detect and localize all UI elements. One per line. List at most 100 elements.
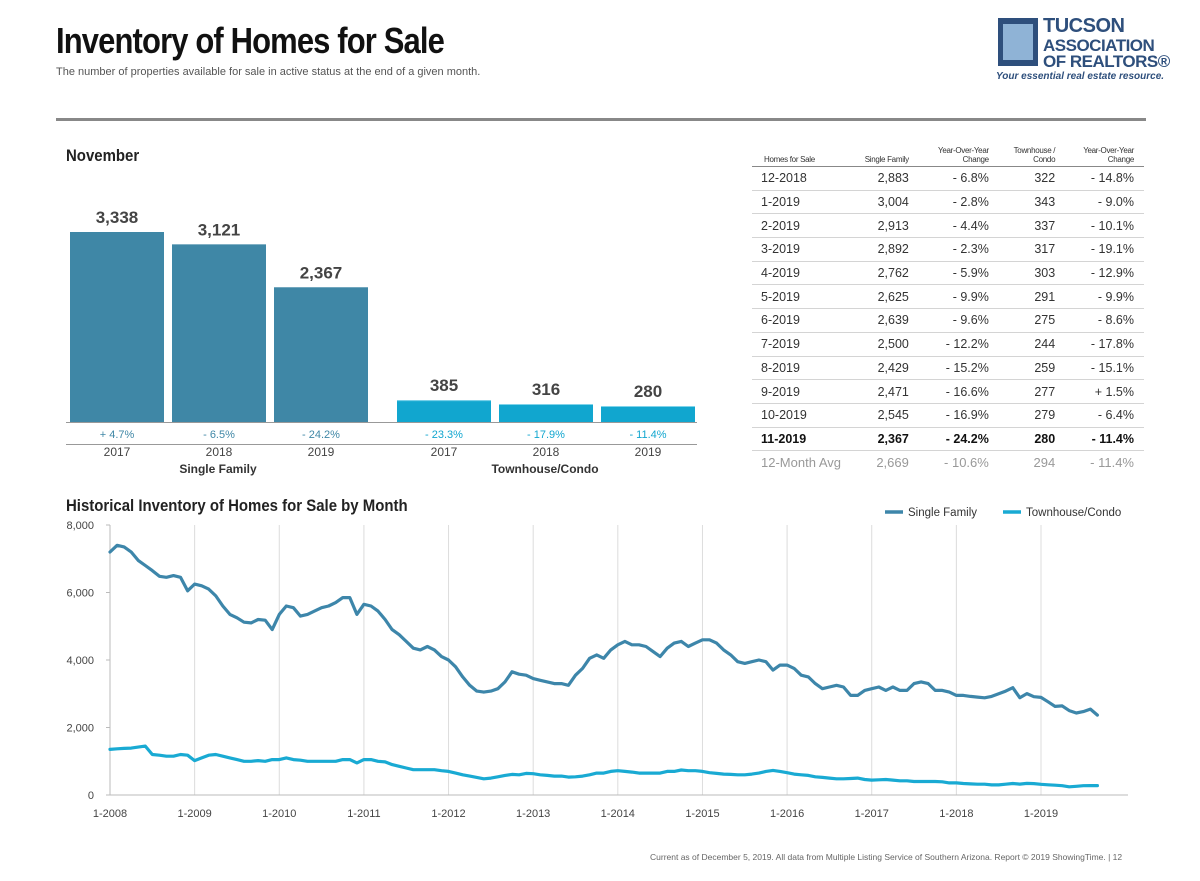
table-row: 3-2019 2,892- 2.3% 317- 19.1% xyxy=(752,237,1144,262)
line-chart: 1-2008 1-2009 1-2010 1-2011 1-2012 1-2013 1-20… xyxy=(66,507,1128,820)
association-logo-icon xyxy=(998,18,1038,66)
table-cell: 3-2019 xyxy=(752,237,851,262)
bar xyxy=(172,244,266,422)
x-tick-label: 2019 xyxy=(308,445,335,459)
y-tick-label: 2,000 xyxy=(66,723,94,735)
table-cell: - 24.2% xyxy=(922,427,999,452)
y-tick-label: 0 xyxy=(88,790,94,802)
bar-value-label: 385 xyxy=(430,376,458,395)
x-tick-label: 1-2010 xyxy=(262,808,296,820)
y-tick-label: 4,000 xyxy=(66,655,94,667)
y-tick-label: 6,000 xyxy=(66,588,94,600)
line-chart-title: Historical Inventory of Homes for Sale b… xyxy=(66,496,408,515)
bar-value-label: 2,367 xyxy=(300,263,343,282)
bar xyxy=(601,406,695,422)
x-tick-label: 1-2017 xyxy=(855,808,889,820)
table-cell: - 15.1% xyxy=(1067,356,1144,381)
logo-text-line-1: TUCSON xyxy=(1043,15,1125,37)
inventory-table: Homes for Sale Single Family Year-Over-Y… xyxy=(752,140,1144,474)
bar-group-label: Townhouse/Condo xyxy=(491,462,598,476)
table-header-tc-yoy-change: Year-Over-Year Change xyxy=(1067,140,1144,167)
x-tick-label: 1-2011 xyxy=(347,808,380,820)
x-tick-label: 1-2015 xyxy=(685,808,719,820)
table-row: 8-2019 2,429- 15.2% 259- 15.1% xyxy=(752,356,1144,381)
table-header-single-family: Single Family xyxy=(850,140,923,167)
bar-chart-title: November xyxy=(66,146,140,165)
table-cell: - 9.9% xyxy=(1067,284,1144,310)
table-row-current: 11-2019 2,367- 24.2% 280- 11.4% xyxy=(752,427,1144,452)
table-cell: 7-2019 xyxy=(752,332,851,357)
x-tick-label: 2019 xyxy=(635,445,662,459)
table-cell: 2,367 xyxy=(850,427,923,452)
table-cell: - 2.8% xyxy=(922,190,999,215)
table-cell: 294 xyxy=(1033,455,1056,471)
table-cell: 4-2019 xyxy=(752,261,851,286)
table-cell: - 16.6% xyxy=(922,379,999,404)
x-tick-label: 1-2009 xyxy=(178,808,212,820)
table-cell: - 2.3% xyxy=(922,237,999,262)
table-cell: - 19.1% xyxy=(1067,237,1144,262)
table-cell: 279 xyxy=(998,403,1068,428)
table-row: 7-2019 2,500- 12.2% 244- 17.8% xyxy=(752,332,1144,357)
bar-change-label: - 24.2% xyxy=(302,429,340,441)
table-cell: 2,762 xyxy=(850,261,923,286)
x-tick-label: 2017 xyxy=(431,445,458,459)
table-row: 9-2019 2,471- 16.6% 277 + 1.5% xyxy=(752,379,1144,404)
table-cell: - 9.6% xyxy=(922,308,999,333)
table-cell: - 10.6% xyxy=(944,455,989,471)
logo-text-line-2: ASSOCIATION xyxy=(1043,36,1155,55)
table-header-row: Homes for Sale Single Family Year-Over-Y… xyxy=(752,140,1144,167)
bar-chart: 3,338 + 4.7% 2017 3,121 - 6.5% 2018 2,367 - 24.… xyxy=(66,208,697,476)
table-cell: - 11.4% xyxy=(1090,455,1134,471)
logo-tagline: Your essential real estate resource. xyxy=(996,71,1165,82)
table-row: 2-2019 2,913- 4.4% 337- 10.1% xyxy=(752,213,1144,239)
table-cell: 10-2019 xyxy=(752,403,851,428)
page-title: Inventory of Homes for Sale xyxy=(56,20,445,61)
table-row: 10-2019 2,545- 16.9% 279- 6.4% xyxy=(752,403,1144,428)
footer-note: Current as of December 5, 2019. All data… xyxy=(650,852,1123,862)
bar-change-label: + 4.7% xyxy=(100,429,135,441)
table-row: 1-2019 3,004- 2.8% 343- 9.0% xyxy=(752,190,1144,215)
bar-value-label: 280 xyxy=(634,382,662,401)
table-cell: - 11.4% xyxy=(1067,427,1144,452)
table-cell: 2,500 xyxy=(850,332,923,357)
table-row: 12-2018 2,883- 6.8% 322- 14.8% xyxy=(752,166,1144,191)
table-cell: - 10.1% xyxy=(1067,213,1144,239)
table-cell: - 4.4% xyxy=(922,213,999,239)
x-tick-label: 2018 xyxy=(206,445,233,459)
table-cell: - 9.9% xyxy=(922,284,999,310)
x-tick-label: 1-2014 xyxy=(601,808,635,820)
bar-group-label: Single Family xyxy=(179,462,257,476)
table-cell: 322 xyxy=(998,166,1068,191)
table-cell: 277 xyxy=(998,379,1068,404)
bar-change-label: - 17.9% xyxy=(527,429,565,441)
table-cell: - 6.8% xyxy=(922,166,999,191)
table-cell: 8-2019 xyxy=(752,356,851,381)
page-subtitle: The number of properties available for s… xyxy=(56,66,481,78)
table-cell: - 14.8% xyxy=(1067,166,1144,191)
x-tick-label: 1-2018 xyxy=(939,808,973,820)
x-tick-label: 1-2008 xyxy=(93,808,127,820)
table-cell: 2,913 xyxy=(850,213,923,239)
bar-change-label: - 6.5% xyxy=(203,429,235,441)
series-line xyxy=(108,543,1099,717)
x-tick-label: 2018 xyxy=(533,445,560,459)
bar-value-label: 316 xyxy=(532,380,560,399)
table-cell: 2,429 xyxy=(850,356,923,381)
table-cell: 2,669 xyxy=(876,455,909,471)
bar-change-label: - 23.3% xyxy=(425,429,463,441)
legend-label: Townhouse/Condo xyxy=(1026,507,1121,519)
logo-text-line-3: OF REALTORS® xyxy=(1043,52,1170,71)
x-tick-label: 1-2019 xyxy=(1024,808,1058,820)
table-cell: 291 xyxy=(998,284,1068,310)
table-cell: - 12.9% xyxy=(1067,261,1144,286)
table-cell: 3,004 xyxy=(850,190,923,215)
table-cell: - 8.6% xyxy=(1067,308,1144,333)
table-cell: 2,892 xyxy=(850,237,923,262)
table-cell: 2,639 xyxy=(850,308,923,333)
x-tick-label: 1-2013 xyxy=(516,808,550,820)
table-cell: 9-2019 xyxy=(752,379,851,404)
table-row: 4-2019 2,762- 5.9% 303- 12.9% xyxy=(752,261,1144,286)
table-cell: 280 xyxy=(998,427,1068,452)
table-cell: 343 xyxy=(998,190,1068,215)
